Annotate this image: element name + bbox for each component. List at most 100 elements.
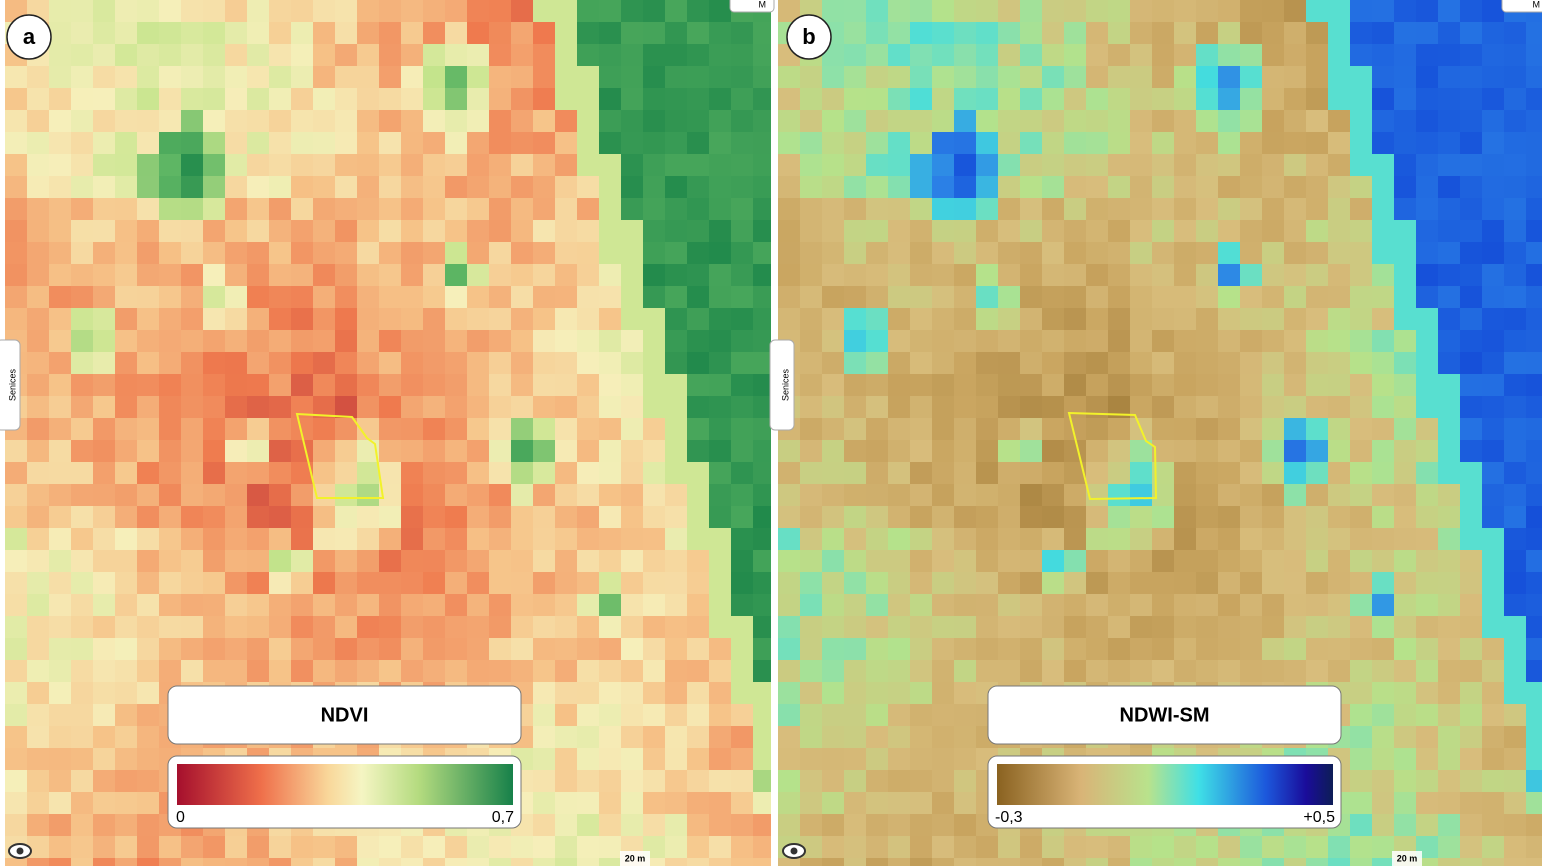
map-pixel [731,792,754,815]
map-pixel [954,88,977,111]
map-pixel [866,704,889,727]
map-pixel [489,22,512,45]
map-pixel [687,594,710,617]
map-pixel [335,858,358,866]
map-pixel [313,330,336,353]
map-pixel [467,440,490,463]
map-pixel [445,462,468,485]
map-pixel [731,682,754,705]
map-pixel [445,44,468,67]
map-pixel [1086,0,1109,23]
map-pixel [555,132,578,155]
corner-tab[interactable] [730,0,774,12]
map-pixel [687,704,710,727]
map-pixel [467,462,490,485]
map-pixel [5,748,28,771]
map-pixel [621,528,644,551]
map-pixel [137,176,160,199]
map-pixel [888,154,911,177]
map-pixel [269,264,292,287]
map-pixel [1438,770,1461,793]
map-pixel [665,220,688,243]
map-pixel [998,0,1021,23]
map-pixel [800,748,823,771]
map-pixel [1020,550,1043,573]
map-pixel [1482,374,1505,397]
map-pixel [137,528,160,551]
map-pixel [822,462,845,485]
map-pixel [643,176,666,199]
map-pixel [137,110,160,133]
map-pixel [709,220,732,243]
map-pixel [511,858,534,866]
map-pixel [1504,374,1527,397]
map-pixel [379,198,402,221]
map-pixel [665,660,688,683]
map-pixel [467,22,490,45]
map-pixel [1174,220,1197,243]
map-pixel [1240,594,1263,617]
map-pixel [778,528,801,551]
map-pixel [533,682,556,705]
map-pixel [866,638,889,661]
map-pixel [511,242,534,265]
map-pixel [866,44,889,67]
map-pixel [555,528,578,551]
map-pixel [822,374,845,397]
map-pixel [577,572,600,595]
map-pixel [800,638,823,661]
map-pixel [137,308,160,331]
color-ramp [177,764,513,805]
map-pixel [621,330,644,353]
map-pixel [1152,132,1175,155]
map-pixel [115,396,138,419]
map-pixel [137,374,160,397]
map-pixel [1504,154,1527,177]
map-pixel [203,330,226,353]
map-pixel [998,484,1021,507]
map-pixel [910,792,933,815]
map-pixel [599,748,622,771]
map-pixel [910,638,933,661]
map-pixel [1108,572,1131,595]
map-pixel [687,616,710,639]
map-pixel [533,198,556,221]
map-pixel [27,264,50,287]
map-pixel [866,242,889,265]
map-pixel [137,682,160,705]
map-pixel [115,66,138,89]
map-pixel [115,440,138,463]
map-pixel [1020,154,1043,177]
map-pixel [778,220,801,243]
map-pixel [1130,594,1153,617]
map-pixel [27,418,50,441]
map-pixel [115,792,138,815]
map-pixel [467,0,490,23]
map-pixel [181,660,204,683]
map-pixel [709,22,732,45]
map-pixel [445,286,468,309]
map-pixel [555,396,578,419]
map-pixel [665,726,688,749]
map-pixel [954,352,977,375]
map-pixel [533,110,556,133]
map-pixel [335,660,358,683]
map-pixel [731,726,754,749]
map-pixel [844,616,867,639]
map-pixel [1262,308,1285,331]
map-pixel [665,616,688,639]
map-pixel [489,242,512,265]
map-pixel [1240,484,1263,507]
map-pixel [203,572,226,595]
map-pixel [599,330,622,353]
map-pixel [1174,638,1197,661]
map-pixel [225,88,248,111]
map-pixel [533,660,556,683]
map-pixel [888,660,911,683]
map-pixel [822,616,845,639]
map-pixel [335,638,358,661]
map-pixel [1108,352,1131,375]
map-pixel [71,814,94,837]
map-pixel [1460,616,1483,639]
map-pixel [1394,550,1417,573]
